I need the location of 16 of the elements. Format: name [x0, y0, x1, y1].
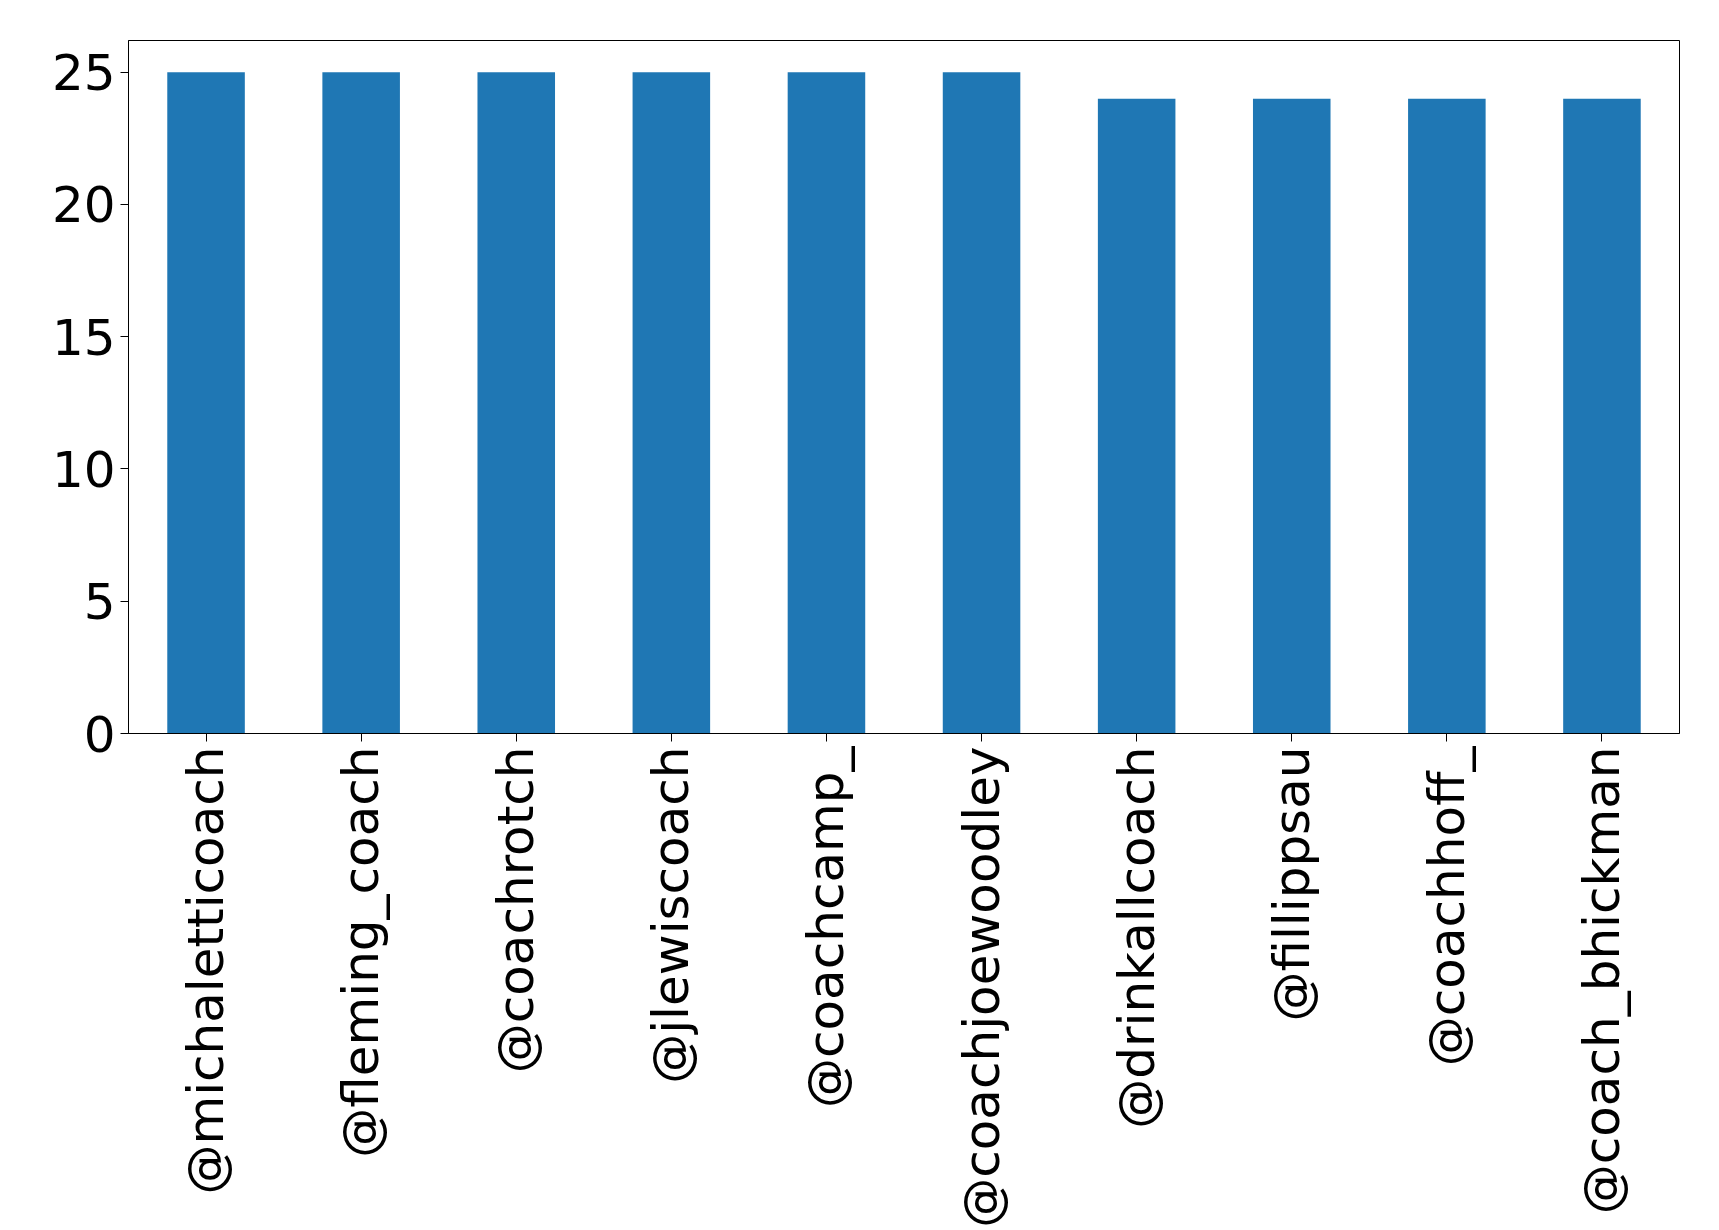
x-tick-label: @coachcamp_ — [797, 745, 856, 1108]
x-tick-label: @coachhoff_ — [1417, 745, 1476, 1067]
x-tick-label: @coach_bhickman — [1572, 746, 1631, 1215]
x-tick-label: @drinkallcoach — [1107, 746, 1166, 1129]
x-tick-label: @jlewiscoach — [642, 746, 701, 1084]
x-tick-label: @coachrotch — [487, 746, 546, 1074]
y-tick-label: 25 — [51, 44, 116, 103]
x-tick-label: @coachjoewoodley — [952, 746, 1011, 1228]
y-tick-label: 20 — [51, 176, 116, 235]
x-tick-label: @fillippsau — [1262, 746, 1321, 1022]
x-tick-label: @michaletticoach — [177, 746, 236, 1195]
y-tick-label: 10 — [51, 441, 116, 499]
y-tick-label: 0 — [83, 705, 116, 764]
y-tick-label: 15 — [51, 308, 116, 367]
y-tick-label: 5 — [83, 573, 116, 632]
x-tick-label: @fleming_coach — [332, 746, 391, 1158]
